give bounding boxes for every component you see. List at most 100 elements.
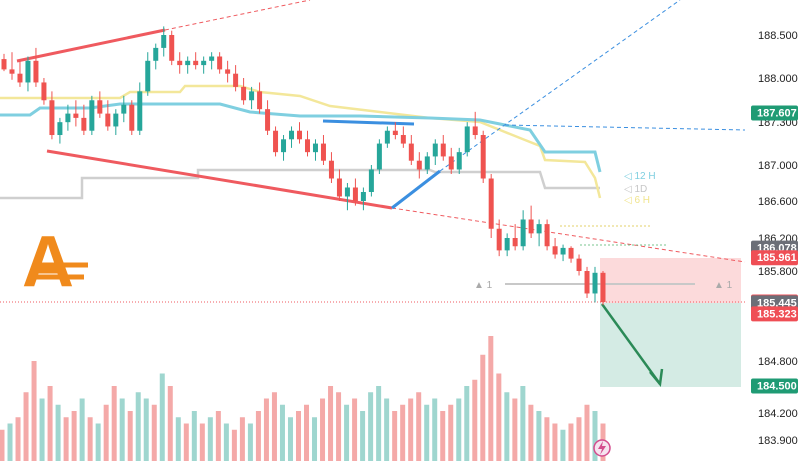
candle-body[interactable] <box>416 160 422 170</box>
candle-body[interactable] <box>97 100 103 114</box>
candle-body[interactable] <box>17 73 23 83</box>
candle-body[interactable] <box>89 100 95 131</box>
candle-body[interactable] <box>576 258 582 271</box>
candle-body[interactable] <box>137 91 143 131</box>
volume-bar <box>528 404 534 461</box>
volume-bar <box>167 386 173 461</box>
candle-body[interactable] <box>1 59 7 70</box>
volume-bar <box>544 417 550 461</box>
candle-body[interactable] <box>400 135 406 144</box>
candle-body[interactable] <box>233 73 239 87</box>
volume-bar <box>368 392 374 461</box>
candle-body[interactable] <box>496 228 502 251</box>
candle-body[interactable] <box>376 143 382 170</box>
candle-body[interactable] <box>456 152 462 170</box>
candle-body[interactable] <box>584 271 590 294</box>
candle-body[interactable] <box>520 219 526 247</box>
candle-body[interactable] <box>209 56 215 61</box>
candle-body[interactable] <box>344 187 350 197</box>
candle-body[interactable] <box>512 238 518 247</box>
volume-bar <box>183 423 189 461</box>
candle-body[interactable] <box>113 113 119 127</box>
candle-body[interactable] <box>169 35 175 61</box>
volume-bar <box>432 398 438 461</box>
candle-body[interactable] <box>600 272 606 302</box>
candle-body[interactable] <box>304 139 310 153</box>
candle-body[interactable] <box>105 113 111 127</box>
volume-bar <box>456 398 462 461</box>
candle-body[interactable] <box>528 219 534 234</box>
candle-body[interactable] <box>568 247 574 259</box>
candle-body[interactable] <box>257 91 263 110</box>
volume-bar <box>239 417 245 461</box>
candle-body[interactable] <box>201 60 207 66</box>
candle-body[interactable] <box>448 156 454 170</box>
candle-body[interactable] <box>592 272 598 294</box>
candle-body[interactable] <box>73 113 79 118</box>
channel-top-line[interactable] <box>16 28 166 63</box>
candle-body[interactable] <box>352 187 358 202</box>
candle-body[interactable] <box>560 247 566 255</box>
candle-body[interactable] <box>193 60 199 66</box>
candle-body[interactable] <box>217 56 223 70</box>
candle-body[interactable] <box>432 143 438 157</box>
channel-bottom-line[interactable] <box>46 149 393 210</box>
candle-body[interactable] <box>360 192 366 201</box>
candle-body[interactable] <box>145 60 151 92</box>
candle-body[interactable] <box>121 104 127 114</box>
candle-body[interactable] <box>544 224 550 247</box>
candle-body[interactable] <box>241 86 247 101</box>
volume-bar <box>191 411 197 461</box>
candle-body[interactable] <box>9 69 15 74</box>
take-profit-zone[interactable] <box>600 303 741 387</box>
candle-body[interactable] <box>249 91 255 101</box>
candle-body[interactable] <box>49 100 55 136</box>
candle-body[interactable] <box>440 143 446 157</box>
candle-body[interactable] <box>281 139 287 153</box>
candle-body[interactable] <box>177 60 183 66</box>
candle-body[interactable] <box>161 35 167 48</box>
candle-body[interactable] <box>185 60 191 66</box>
candle-body[interactable] <box>265 109 271 131</box>
candle-body[interactable] <box>384 130 390 144</box>
projection-arrow[interactable] <box>600 303 662 385</box>
volume-bar <box>199 423 205 461</box>
volume-bar <box>416 392 422 461</box>
candle-body[interactable] <box>536 224 542 234</box>
candle-body[interactable] <box>320 143 326 161</box>
candle-body[interactable] <box>273 130 279 153</box>
candle-body[interactable] <box>33 60 39 83</box>
triangle-top-line[interactable] <box>322 119 415 126</box>
volume-bar <box>480 354 486 461</box>
stop-loss-zone[interactable] <box>600 258 741 303</box>
candle-body[interactable] <box>41 82 47 101</box>
volume-bar <box>504 392 510 461</box>
candle-body[interactable] <box>408 143 414 161</box>
candle-body[interactable] <box>289 130 295 140</box>
volume-bar <box>215 411 221 461</box>
candle-body[interactable] <box>129 104 135 131</box>
candle-body[interactable] <box>552 246 558 255</box>
candle-body[interactable] <box>424 156 430 170</box>
candle-body[interactable] <box>464 126 470 153</box>
candle-body[interactable] <box>25 60 31 83</box>
candle-body[interactable] <box>368 169 374 193</box>
candle-body[interactable] <box>81 117 87 131</box>
triangle-bottom-line[interactable] <box>391 169 441 210</box>
candle-body[interactable] <box>153 47 159 61</box>
candle-body[interactable] <box>480 135 486 179</box>
candle-body[interactable] <box>336 178 342 197</box>
candle-body[interactable] <box>328 160 334 179</box>
lightning-icon[interactable] <box>593 439 611 457</box>
candle-body[interactable] <box>504 238 510 251</box>
candle-body[interactable] <box>392 130 398 136</box>
candle-body[interactable] <box>297 130 303 140</box>
candle-body[interactable] <box>65 113 71 123</box>
candle-body[interactable] <box>57 122 63 136</box>
candle-body[interactable] <box>488 178 494 229</box>
candle-body[interactable] <box>472 126 478 136</box>
candle-body[interactable] <box>225 69 231 74</box>
volume-bar <box>424 404 430 461</box>
candle-body[interactable] <box>312 143 318 153</box>
